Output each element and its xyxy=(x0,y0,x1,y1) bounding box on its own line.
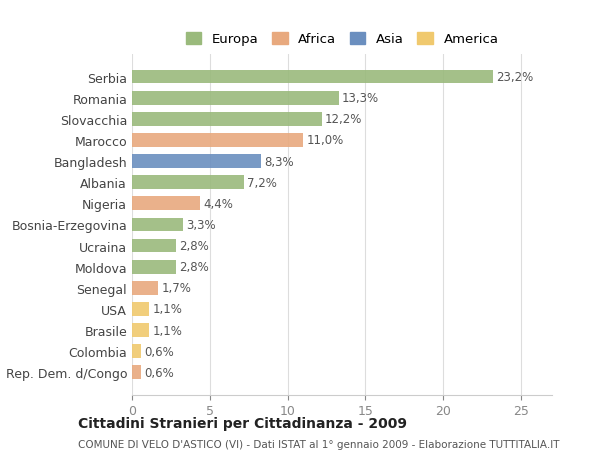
Text: 8,3%: 8,3% xyxy=(264,155,294,168)
Bar xyxy=(132,197,200,211)
Bar xyxy=(132,112,322,126)
Text: COMUNE DI VELO D'ASTICO (VI) - Dati ISTAT al 1° gennaio 2009 - Elaborazione TUTT: COMUNE DI VELO D'ASTICO (VI) - Dati ISTA… xyxy=(78,440,560,449)
Text: 2,8%: 2,8% xyxy=(179,261,208,274)
Bar xyxy=(132,134,303,147)
Text: 1,1%: 1,1% xyxy=(152,303,182,316)
Text: 11,0%: 11,0% xyxy=(306,134,343,147)
Bar xyxy=(132,324,149,337)
Bar xyxy=(132,281,158,295)
Legend: Europa, Africa, Asia, America: Europa, Africa, Asia, America xyxy=(180,28,504,51)
Bar xyxy=(132,218,184,232)
Text: 4,4%: 4,4% xyxy=(203,197,233,210)
Text: 1,1%: 1,1% xyxy=(152,324,182,337)
Bar xyxy=(132,71,493,84)
Text: 2,8%: 2,8% xyxy=(179,240,208,252)
Text: 3,3%: 3,3% xyxy=(187,218,216,231)
Bar xyxy=(132,92,339,105)
Bar xyxy=(132,302,149,316)
Text: 7,2%: 7,2% xyxy=(247,176,277,189)
Bar xyxy=(132,176,244,190)
Bar xyxy=(132,155,261,168)
Text: 12,2%: 12,2% xyxy=(325,113,362,126)
Text: 23,2%: 23,2% xyxy=(496,71,533,84)
Text: 0,6%: 0,6% xyxy=(145,366,174,379)
Bar xyxy=(132,366,142,379)
Text: Cittadini Stranieri per Cittadinanza - 2009: Cittadini Stranieri per Cittadinanza - 2… xyxy=(78,416,407,430)
Bar xyxy=(132,260,176,274)
Text: 13,3%: 13,3% xyxy=(342,92,379,105)
Bar xyxy=(132,239,176,253)
Bar xyxy=(132,345,142,358)
Text: 0,6%: 0,6% xyxy=(145,345,174,358)
Text: 1,7%: 1,7% xyxy=(161,282,191,295)
